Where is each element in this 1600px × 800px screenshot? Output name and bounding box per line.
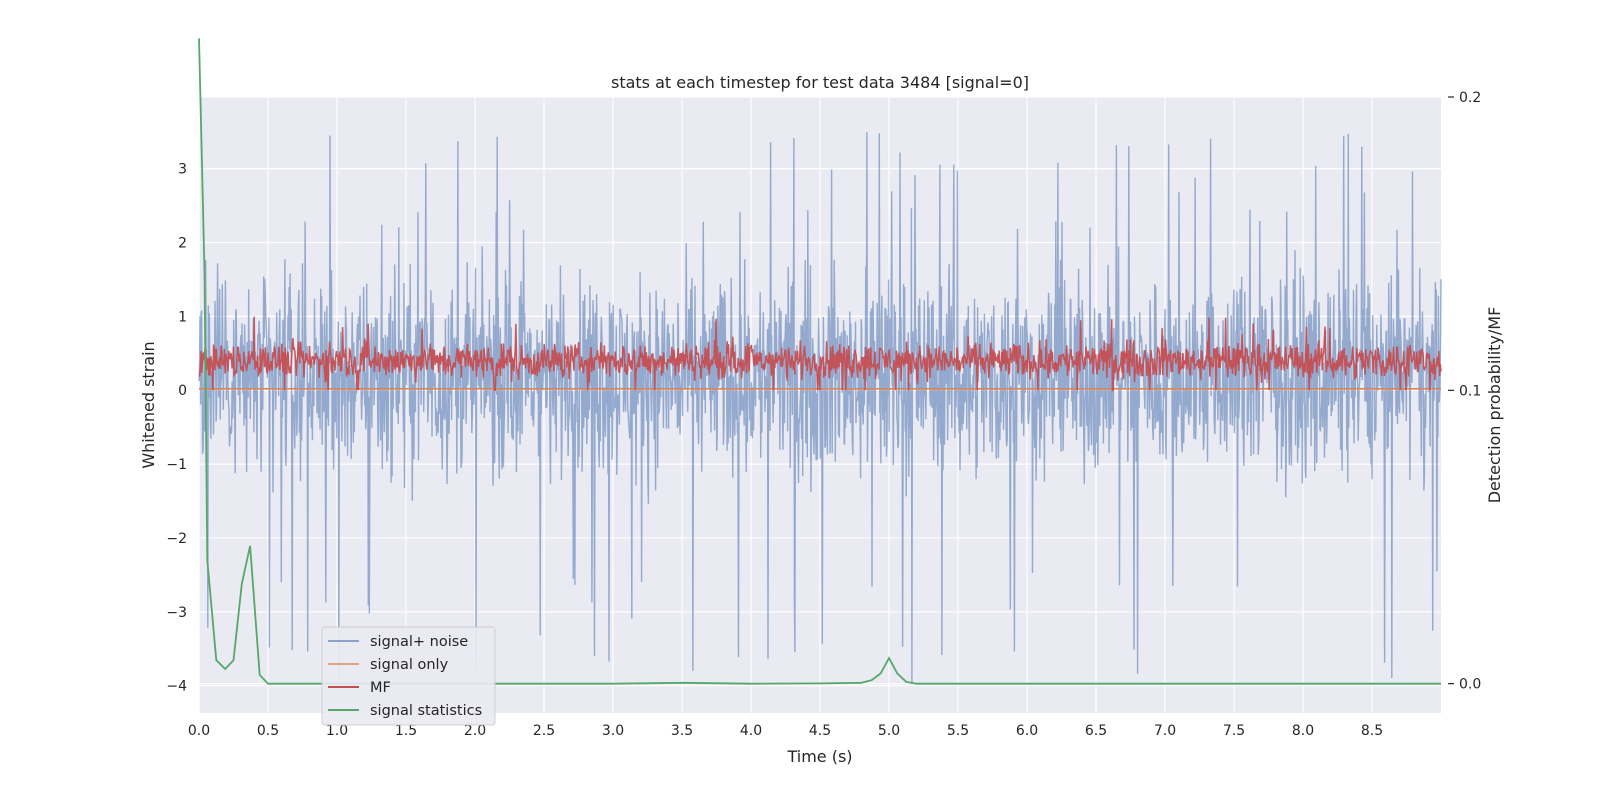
y-tick-label: −4 bbox=[166, 679, 187, 695]
y-tick-label: 3 bbox=[178, 162, 187, 178]
y-tick-label: 0 bbox=[178, 383, 187, 399]
y-tick-label: −3 bbox=[166, 605, 187, 621]
y2-tick-label: 0.0 bbox=[1459, 677, 1481, 693]
x-axis-label: Time (s) bbox=[786, 747, 852, 766]
x-tick-label: 6.0 bbox=[1016, 723, 1038, 739]
x-tick-label: 8.0 bbox=[1292, 723, 1314, 739]
series-line-mf bbox=[198, 316, 1442, 391]
x-tick-label: 3.5 bbox=[671, 723, 693, 739]
x-tick-label: 0.0 bbox=[188, 723, 210, 739]
y2-axis-ticks: 0.2 0.1 0.0 bbox=[1448, 90, 1481, 693]
legend-label-signal-statistics: signal statistics bbox=[370, 703, 482, 719]
x-tick-label: 5.0 bbox=[878, 723, 900, 739]
x-tick-label: 1.0 bbox=[326, 723, 348, 739]
x-tick-label: 5.5 bbox=[947, 723, 969, 739]
y-tick-label: 1 bbox=[178, 309, 187, 325]
series-layer bbox=[198, 38, 1442, 685]
y2-axis-label: Detection probability/MF bbox=[1485, 307, 1504, 504]
x-tick-label: 1.5 bbox=[395, 723, 417, 739]
legend: signal+ noise signal only MF signal stat… bbox=[321, 626, 496, 726]
series-line-signal-noise bbox=[198, 132, 1442, 684]
y-axis-label: Whitened strain bbox=[139, 341, 158, 468]
y-axis-ticks: 3 2 1 0 −1 −2 −3 −4 bbox=[166, 162, 187, 695]
y2-tick-label: 0.1 bbox=[1459, 383, 1481, 399]
legend-label-signal-noise: signal+ noise bbox=[370, 634, 468, 650]
x-tick-label: 4.5 bbox=[809, 723, 831, 739]
x-tick-label: 0.5 bbox=[257, 723, 279, 739]
x-tick-label: 2.5 bbox=[533, 723, 555, 739]
x-tick-label: 4.0 bbox=[740, 723, 762, 739]
series-line-signal-statistics bbox=[198, 38, 1441, 685]
legend-label-signal-only: signal only bbox=[370, 657, 449, 673]
y-tick-label: −2 bbox=[166, 531, 187, 547]
x-axis-ticks: 0.0 0.5 1.0 1.5 2.0 2.5 3.0 3.5 4.0 4.5 5.0 5.5 6.0 6… bbox=[188, 723, 1383, 739]
x-tick-label: 2.0 bbox=[464, 723, 486, 739]
chart-title: stats at each timestep for test data 348… bbox=[611, 73, 1029, 92]
x-tick-label: 3.0 bbox=[602, 723, 624, 739]
x-tick-label: 7.5 bbox=[1223, 723, 1245, 739]
y-tick-label: 2 bbox=[178, 236, 187, 252]
legend-label-mf: MF bbox=[370, 680, 391, 696]
y2-tick-label: 0.2 bbox=[1459, 90, 1481, 106]
legend-box bbox=[321, 626, 496, 726]
x-tick-label: 6.5 bbox=[1085, 723, 1107, 739]
x-tick-label: 7.0 bbox=[1154, 723, 1176, 739]
y-tick-label: −1 bbox=[166, 457, 187, 473]
x-tick-label: 8.5 bbox=[1361, 723, 1383, 739]
